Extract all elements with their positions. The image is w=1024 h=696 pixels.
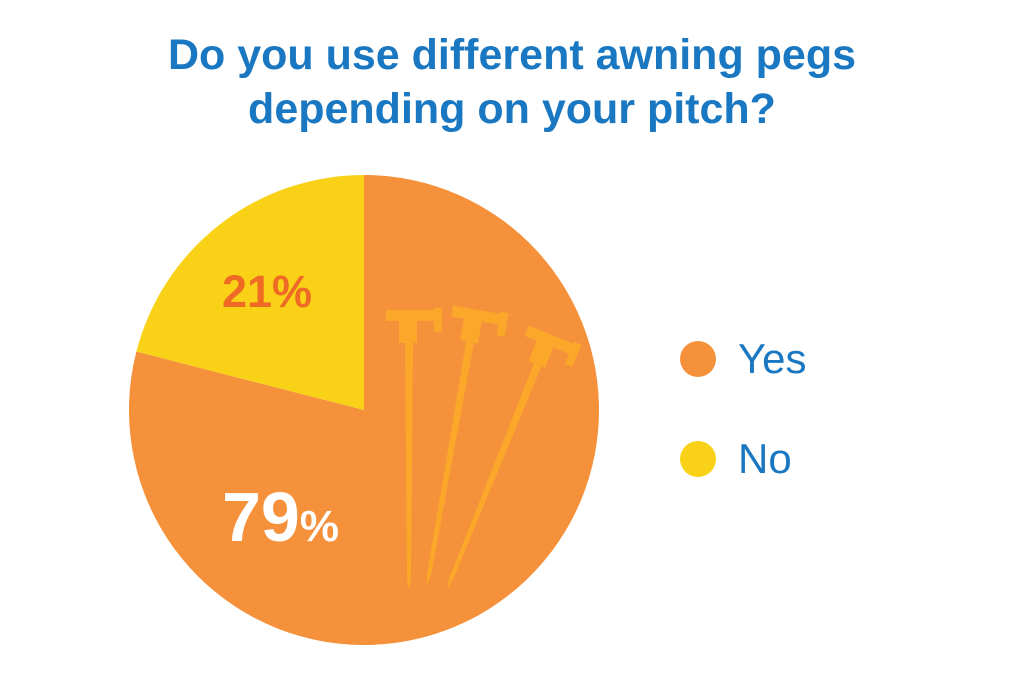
pie-slice-no bbox=[136, 175, 364, 410]
awning-peg-icon-1 bbox=[386, 308, 442, 590]
legend-label-no: No bbox=[738, 435, 792, 482]
legend-item-no: No bbox=[680, 434, 807, 484]
legend-item-yes: Yes bbox=[680, 334, 807, 384]
legend-label-yes: Yes bbox=[738, 335, 807, 382]
legend-swatch-no bbox=[680, 441, 716, 477]
legend: Yes No bbox=[680, 334, 807, 534]
slice-value-yes-suffix: % bbox=[300, 502, 339, 551]
pie-slices bbox=[128, 175, 599, 645]
chart-title: Do you use different awning pegs dependi… bbox=[0, 28, 1024, 136]
legend-swatch-yes bbox=[680, 341, 716, 377]
slice-value-yes: 79 bbox=[222, 478, 300, 556]
slice-value-label-yes: 79% bbox=[222, 478, 339, 556]
slice-value-label-no: 21% bbox=[222, 266, 312, 317]
awning-peg-icon-2 bbox=[426, 305, 509, 586]
awning-peg-icon bbox=[386, 305, 582, 590]
chart-title-line-1: Do you use different awning pegs bbox=[167, 31, 857, 79]
chart-title-line-2: depending on your pitch? bbox=[248, 85, 776, 133]
awning-peg-icon-3 bbox=[447, 325, 582, 590]
